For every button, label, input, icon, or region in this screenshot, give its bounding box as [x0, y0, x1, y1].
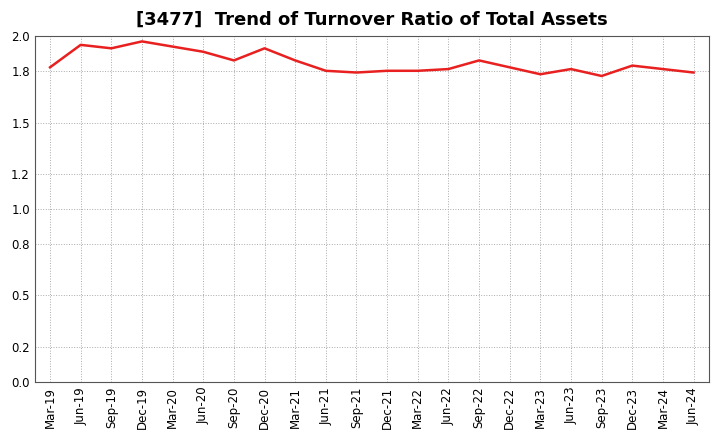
Title: [3477]  Trend of Turnover Ratio of Total Assets: [3477] Trend of Turnover Ratio of Total …	[136, 11, 608, 29]
